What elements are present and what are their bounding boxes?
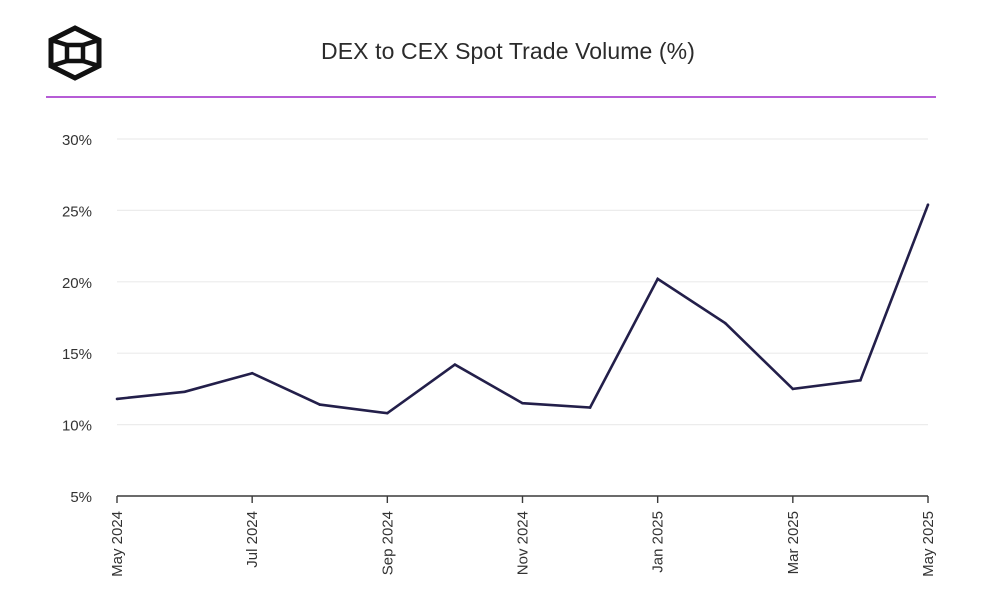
x-tick-label: Jan 2025: [650, 511, 667, 573]
data-point: [386, 411, 389, 415]
cube-logo-icon: [48, 25, 102, 81]
y-axis-tick-labels: 5% 10% 15% 20% 25% 30%: [62, 132, 92, 506]
y-tick-label: 15%: [62, 346, 92, 363]
data-point: [115, 397, 119, 401]
y-tick-label: 5%: [70, 489, 92, 506]
y-tick-label: 25%: [62, 203, 92, 220]
data-point: [250, 371, 254, 375]
data-point: [656, 277, 659, 281]
data-point: [791, 387, 795, 391]
x-tick-label: Nov 2024: [515, 511, 532, 575]
data-point: [453, 363, 457, 366]
x-axis: [116, 495, 929, 503]
x-tick-label: Sep 2024: [379, 511, 396, 575]
data-point: [521, 401, 524, 405]
x-axis-tick-labels: May 2024 Jul 2024 Sep 2024 Nov 2024 Jan 2025…: [109, 511, 937, 577]
data-point: [723, 321, 727, 325]
chart-title: DEX to CEX Spot Trade Volume (%): [321, 38, 695, 64]
data-point: [183, 390, 186, 394]
series-line: [116, 204, 930, 415]
series-layer: [115, 203, 930, 415]
x-tick-label: May 2025: [920, 511, 937, 577]
y-tick-label: 30%: [62, 132, 92, 149]
y-tick-label: 10%: [62, 418, 92, 435]
data-point: [859, 379, 862, 382]
title-divider: [46, 96, 936, 98]
x-tick-label: Mar 2025: [785, 511, 802, 574]
grid-lines: [117, 138, 928, 426]
data-point: [318, 403, 322, 406]
x-tick-label: May 2024: [109, 511, 126, 577]
y-tick-label: 20%: [62, 275, 92, 292]
x-tick-label: Jul 2024: [244, 511, 261, 568]
data-point: [588, 406, 592, 409]
data-point: [926, 203, 930, 206]
